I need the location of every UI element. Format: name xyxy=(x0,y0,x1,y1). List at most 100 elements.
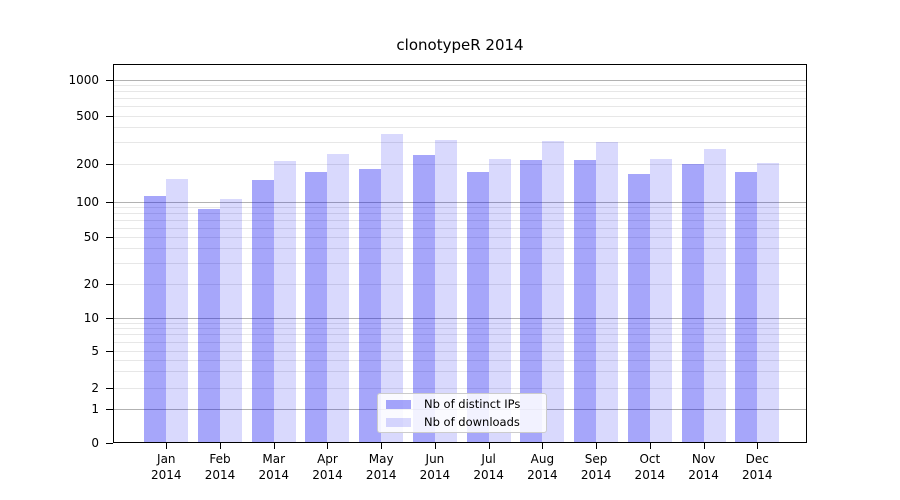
x-tick xyxy=(220,443,222,449)
x-tick xyxy=(273,443,275,449)
x-tick-label: Jun 2014 xyxy=(419,452,451,482)
x-tick xyxy=(703,443,705,449)
y-tick-label: 5 xyxy=(91,343,99,358)
bar-distinct-ips xyxy=(735,172,758,443)
bar-downloads xyxy=(220,198,243,443)
x-tick-label: Mar 2014 xyxy=(258,452,290,482)
y-tick-label: 50 xyxy=(83,230,99,244)
gridline-minor xyxy=(113,334,807,336)
gridline-minor xyxy=(113,371,807,373)
x-tick-label: Oct 2014 xyxy=(634,452,666,482)
bar-distinct-ips xyxy=(466,172,489,443)
y-tick xyxy=(106,317,113,319)
bar-downloads xyxy=(542,140,565,443)
x-tick-label: Jul 2014 xyxy=(473,452,504,482)
bar-distinct-ips xyxy=(574,160,597,443)
gridline-minor xyxy=(113,237,807,238)
gridline-major xyxy=(113,201,807,203)
x-tick xyxy=(488,443,490,449)
bar-downloads xyxy=(273,160,296,443)
x-tick xyxy=(327,443,329,449)
gridline-minor xyxy=(113,359,807,361)
bar-distinct-ips xyxy=(520,160,543,443)
x-tick xyxy=(381,443,383,449)
gridline-minor xyxy=(113,328,807,330)
x-tick xyxy=(166,443,168,449)
bar-downloads xyxy=(434,139,457,443)
gridline-minor xyxy=(113,248,807,250)
bar-distinct-ips xyxy=(627,174,650,443)
legend-item-distinct-ips: Nb of distinct IPs xyxy=(378,397,546,412)
legend-label-distinct-ips: Nb of distinct IPs xyxy=(424,397,521,411)
gridline-minor xyxy=(113,322,807,324)
gridline-minor xyxy=(113,106,807,108)
legend-swatch-distinct-ips xyxy=(386,399,411,409)
y-tick-label: 10 xyxy=(83,310,99,325)
gridline-major xyxy=(113,317,807,319)
gridline-minor xyxy=(113,212,807,214)
bar-downloads xyxy=(649,159,672,443)
gridline-minor xyxy=(113,115,807,117)
y-tick xyxy=(106,350,113,352)
gridline-minor xyxy=(113,262,807,264)
y-tick xyxy=(106,79,113,81)
bar-downloads xyxy=(596,142,619,443)
x-tick xyxy=(542,443,544,449)
gridline-minor xyxy=(113,127,807,129)
bar-downloads xyxy=(327,153,350,443)
x-tick-label: Apr 2014 xyxy=(312,452,343,482)
y-tick-label: 200 xyxy=(76,156,99,171)
x-tick-label: May 2014 xyxy=(365,452,397,482)
y-tick-label: 500 xyxy=(76,108,99,123)
plot-border xyxy=(113,64,807,443)
y-tick-label: 20 xyxy=(83,276,99,291)
bar-downloads xyxy=(703,148,726,443)
gridline-minor xyxy=(113,388,807,389)
bar-distinct-ips xyxy=(412,155,435,443)
gridline-major xyxy=(113,79,807,81)
plot-area: Nb of distinct IPs Nb of downloads xyxy=(113,64,807,443)
bar-distinct-ips xyxy=(144,196,167,443)
legend-swatch-downloads xyxy=(386,417,411,427)
y-tick-label: 2 xyxy=(91,381,99,395)
x-tick-label: Nov 2014 xyxy=(688,452,719,482)
bar-downloads xyxy=(488,158,511,443)
y-tick xyxy=(106,409,113,410)
bar-downloads xyxy=(166,179,189,443)
bar-distinct-ips xyxy=(681,164,704,443)
bar-distinct-ips xyxy=(305,172,328,443)
bar-distinct-ips xyxy=(198,209,221,443)
y-tick-label: 1000 xyxy=(68,72,99,87)
gridline-minor xyxy=(113,163,807,165)
x-tick-label: Sep 2014 xyxy=(580,452,612,482)
chart-title: clonotypeR 2014 xyxy=(396,36,524,54)
x-tick xyxy=(649,443,651,449)
x-tick-label: Jan 2014 xyxy=(151,452,182,482)
gridline-minor xyxy=(113,206,807,208)
gridline-minor xyxy=(113,98,807,100)
gridline-minor xyxy=(113,91,807,93)
legend: Nb of distinct IPs Nb of downloads xyxy=(377,393,547,433)
y-tick xyxy=(106,237,113,238)
y-tick xyxy=(106,201,113,203)
y-tick-label: 1 xyxy=(91,402,99,416)
y-tick-label: 100 xyxy=(76,194,99,209)
x-tick xyxy=(434,443,436,449)
bar-distinct-ips xyxy=(359,169,382,443)
bar-downloads xyxy=(757,162,780,443)
x-tick-label: Dec 2014 xyxy=(742,452,773,482)
y-tick xyxy=(106,443,113,444)
y-tick xyxy=(106,115,113,117)
gridline-minor xyxy=(113,219,807,221)
gridline-minor xyxy=(113,142,807,144)
x-tick xyxy=(757,443,759,449)
gridline-minor xyxy=(113,350,807,352)
x-tick-label: Aug 2014 xyxy=(527,452,558,482)
y-tick xyxy=(106,283,113,285)
legend-item-downloads: Nb of downloads xyxy=(378,415,546,430)
gridline-minor xyxy=(113,341,807,343)
x-tick-label: Feb 2014 xyxy=(204,452,236,482)
y-tick xyxy=(106,388,113,389)
bar-downloads xyxy=(381,134,404,443)
